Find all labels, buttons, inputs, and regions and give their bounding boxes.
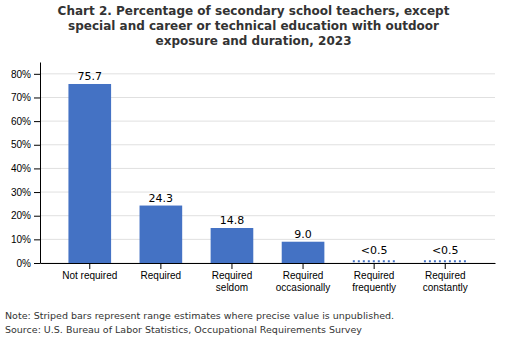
y-tick-label: 70%: [11, 92, 31, 103]
grid: [40, 74, 495, 263]
note: Source: U.S. Bureau of Labor Statistics,…: [5, 324, 362, 335]
data-labels: 75.7 24.3 14.8 9.0 <0.5 <0.5: [78, 70, 459, 257]
x-tick-label-line: Required: [425, 270, 466, 281]
x-tick-label: Requiredfrequently: [352, 270, 396, 293]
y-tick: 0%: [17, 258, 40, 269]
x-tick-label: Requiredoccasionally: [276, 270, 330, 293]
x-tick-label-line: Required: [212, 270, 253, 281]
y-tick-label: 30%: [11, 187, 31, 198]
x-tick: Not required: [62, 263, 117, 281]
y-tick-label: 60%: [11, 116, 31, 127]
x-tick-mark: [160, 263, 161, 269]
data-label: 24.3: [149, 192, 174, 205]
x-tick-label-line: seldom: [216, 282, 248, 293]
note: Note: Striped bars represent range estim…: [5, 310, 394, 321]
grid-line: [40, 73, 495, 74]
y-tick: 60%: [11, 116, 40, 127]
y-tick: 80%: [11, 69, 40, 80]
y-tick-label: 50%: [11, 139, 31, 150]
y-tick-mark: [34, 74, 40, 75]
data-label: 9.0: [294, 228, 312, 241]
y-tick: 40%: [11, 163, 40, 174]
x-tick-label: Requiredseldom: [212, 270, 253, 293]
x-tick-label-line: Not required: [62, 270, 117, 281]
chart: Chart 2. Percentage of secondary school …: [0, 0, 507, 345]
y-tick: 30%: [11, 187, 40, 198]
bars: [68, 84, 466, 263]
y-tick-mark: [34, 97, 40, 98]
bar: [211, 228, 254, 263]
x-axis: Not requiredRequiredRequiredseldomRequir…: [41, 263, 496, 293]
y-tick-mark: [34, 239, 40, 240]
x-tick-label-line: occasionally: [276, 282, 330, 293]
y-tick-label: 40%: [11, 163, 31, 174]
y-tick-mark: [34, 216, 40, 217]
y-tick: 20%: [11, 210, 40, 221]
x-tick: Required: [141, 263, 182, 281]
bar: [282, 242, 325, 263]
y-tick-label: 80%: [11, 69, 31, 80]
y-tick-mark: [34, 192, 40, 193]
y-tick: 50%: [11, 139, 40, 150]
data-label: 14.8: [220, 214, 245, 227]
y-tick-label: 20%: [11, 210, 31, 221]
notes: Note: Striped bars represent range estim…: [5, 310, 394, 335]
y-tick: 10%: [11, 234, 40, 245]
range-estimate-bar: [353, 260, 396, 262]
y-tick-label: 0%: [17, 258, 32, 269]
y-tick-mark: [34, 145, 40, 146]
title: Chart 2. Percentage of secondary school …: [58, 4, 450, 48]
x-tick: Requiredseldom: [212, 263, 253, 293]
y-axis: 0% 10% 20% 30% 40% 50% 60% 70% 80%: [11, 63, 41, 269]
data-label: <0.5: [361, 244, 388, 257]
x-tick: Requiredfrequently: [352, 263, 396, 293]
bar: [140, 206, 183, 263]
x-tick-label-line: Required: [354, 270, 395, 281]
x-tick-label-line: Required: [283, 270, 324, 281]
x-tick-mark: [303, 263, 304, 269]
x-tick-label: Requiredconstantly: [423, 270, 468, 293]
data-label: 75.7: [78, 70, 103, 83]
x-tick-label-line: Required: [141, 270, 182, 281]
y-axis-line: [40, 63, 41, 264]
x-tick: Requiredconstantly: [423, 263, 468, 293]
plot: 75.7 24.3 14.8 9.0 <0.5 <0.5 0% 10% 20% 30% 40% 50%…: [11, 63, 496, 294]
x-tick-label-line: frequently: [352, 282, 396, 293]
x-tick-mark: [374, 263, 375, 269]
range-estimate-bar: [424, 260, 467, 262]
y-tick-mark: [34, 263, 40, 264]
x-tick: Requiredoccasionally: [276, 263, 330, 293]
title-line: special and career or technical educatio…: [68, 19, 439, 33]
x-tick-mark: [231, 263, 232, 269]
title-line: Chart 2. Percentage of secondary school …: [58, 4, 450, 18]
x-axis-line: [41, 263, 496, 264]
y-tick-label: 10%: [11, 234, 31, 245]
x-tick-mark: [89, 263, 90, 269]
y-tick-mark: [34, 121, 40, 122]
x-tick-label-line: constantly: [423, 282, 468, 293]
y-tick-mark: [34, 168, 40, 169]
data-label: <0.5: [432, 244, 459, 257]
x-tick-label: Not required: [62, 270, 117, 281]
x-tick-label: Required: [141, 270, 182, 281]
y-tick: 70%: [11, 92, 40, 103]
title-line: exposure and duration, 2023: [156, 34, 352, 48]
bar: [68, 84, 111, 263]
x-tick-mark: [445, 263, 446, 269]
